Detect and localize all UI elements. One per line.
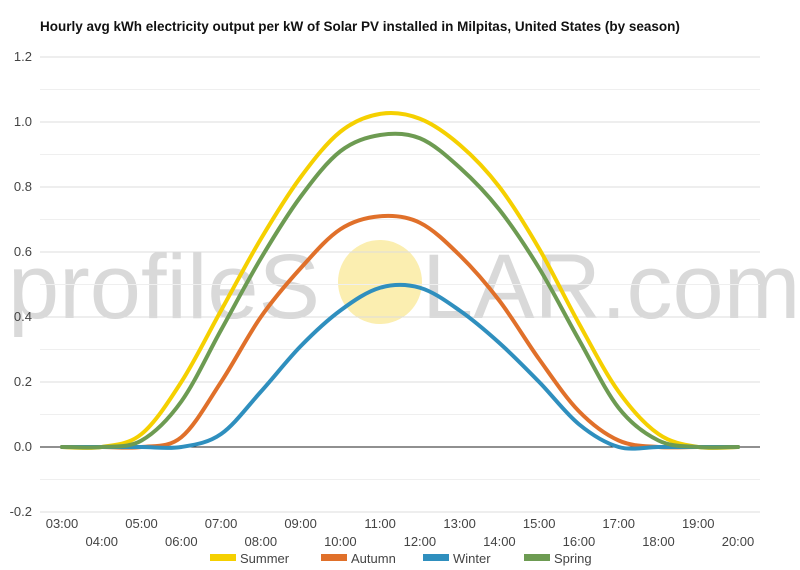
y-tick-label: 0.2	[14, 374, 32, 389]
x-tick-label: 06:00	[165, 534, 198, 549]
x-tick-label: 12:00	[404, 534, 437, 549]
x-tick-label: 04:00	[85, 534, 118, 549]
watermark-text-left: profileS	[8, 236, 320, 338]
x-tick-label: 18:00	[642, 534, 675, 549]
series-line-summer	[60, 110, 740, 450]
x-tick-label: 07:00	[205, 516, 238, 531]
legend: Summer Autumn Winter Spring	[210, 551, 592, 566]
x-tick-label: 05:00	[125, 516, 158, 531]
y-tick-label: 1.2	[14, 49, 32, 64]
legend-swatch-winter	[423, 554, 449, 561]
y-tick-label: 0.8	[14, 179, 32, 194]
watermark: profileS LAR.com	[8, 236, 800, 338]
y-tick-label: 0.0	[14, 439, 32, 454]
series-line-winter	[60, 282, 740, 451]
series-lines	[60, 110, 740, 451]
series-line-spring	[60, 131, 740, 450]
legend-label-winter: Winter	[453, 551, 491, 566]
x-tick-label: 13:00	[443, 516, 476, 531]
legend-label-autumn: Autumn	[351, 551, 396, 566]
legend-label-summer: Summer	[240, 551, 290, 566]
y-tick-label: 0.6	[14, 244, 32, 259]
x-tick-label: 17:00	[602, 516, 635, 531]
y-axis-ticks: -0.2 0.0 0.2 0.4 0.6 0.8 1.0 1.2	[10, 49, 32, 519]
chart-title: Hourly avg kWh electricity output per kW…	[40, 19, 680, 34]
x-tick-label: 10:00	[324, 534, 357, 549]
x-axis-ticks: 03:00 04:00 05:00 06:00 07:00 08:00 09:00 10:00…	[46, 516, 755, 549]
grid	[40, 56, 760, 513]
series-line-autumn	[60, 213, 740, 450]
x-tick-label: 14:00	[483, 534, 516, 549]
y-tick-label: 1.0	[14, 114, 32, 129]
x-tick-label: 03:00	[46, 516, 79, 531]
x-tick-label: 16:00	[563, 534, 596, 549]
x-tick-label: 20:00	[722, 534, 755, 549]
watermark-sun-icon	[338, 240, 422, 324]
x-tick-label: 15:00	[523, 516, 556, 531]
legend-swatch-autumn	[321, 554, 347, 561]
x-tick-label: 09:00	[284, 516, 317, 531]
watermark-text-right: LAR.com	[422, 236, 800, 338]
y-tick-label: 0.4	[14, 309, 32, 324]
x-tick-label: 19:00	[682, 516, 715, 531]
x-tick-label: 11:00	[364, 516, 396, 531]
y-tick-label: -0.2	[10, 504, 32, 519]
legend-label-spring: Spring	[554, 551, 592, 566]
x-tick-label: 08:00	[245, 534, 278, 549]
legend-swatch-spring	[524, 554, 550, 561]
legend-swatch-summer	[210, 554, 236, 561]
